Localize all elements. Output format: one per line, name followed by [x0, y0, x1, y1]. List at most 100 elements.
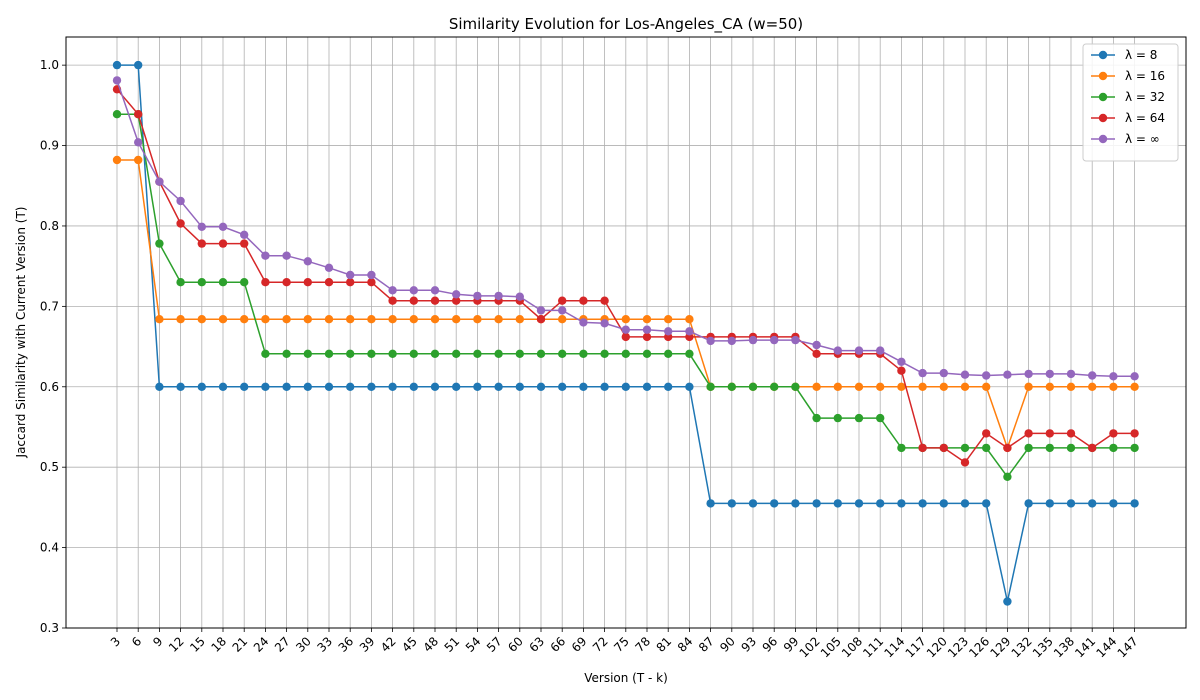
x-tick-label: 84	[675, 634, 696, 655]
data-point	[791, 499, 800, 508]
y-tick-label: 0.5	[40, 460, 59, 474]
data-point	[176, 196, 185, 206]
legend-box	[1082, 43, 1179, 162]
data-point	[1024, 382, 1033, 391]
data-point	[1003, 472, 1012, 481]
data-point	[197, 382, 206, 391]
data-point	[473, 349, 482, 358]
data-point	[1066, 499, 1076, 508]
data-point	[367, 270, 376, 280]
data-point	[918, 443, 927, 453]
x-tick-label: 72	[590, 634, 611, 655]
data-point	[939, 443, 948, 453]
data-point	[642, 325, 652, 334]
data-point	[324, 263, 334, 272]
legend-marker	[1098, 92, 1108, 102]
data-point	[1088, 499, 1097, 508]
x-tick-label: 141	[1072, 634, 1098, 660]
data-point	[430, 382, 440, 391]
data-point	[1109, 382, 1118, 391]
data-point	[685, 349, 694, 358]
data-point	[876, 346, 885, 355]
legend-item: λ = ∞	[1091, 132, 1160, 146]
data-point	[218, 222, 228, 231]
x-tick-label: 18	[208, 634, 229, 655]
data-point	[812, 340, 821, 350]
data-point	[642, 332, 652, 342]
data-point	[324, 382, 334, 391]
data-point	[536, 382, 546, 391]
data-point	[558, 382, 567, 391]
data-point	[197, 315, 206, 324]
data-point	[770, 335, 779, 345]
data-point	[854, 499, 864, 508]
x-tick-label: 12	[166, 634, 187, 655]
data-point	[897, 357, 906, 366]
data-point	[112, 155, 122, 165]
x-tick-label: 57	[484, 634, 505, 655]
data-point	[367, 349, 376, 358]
data-point	[664, 382, 673, 391]
legend-marker	[1098, 71, 1108, 81]
data-point	[515, 382, 524, 391]
data-point	[558, 296, 567, 305]
data-point	[748, 335, 758, 345]
x-tick-label: 114	[881, 634, 907, 660]
data-point	[876, 413, 885, 423]
data-point	[515, 315, 524, 324]
data-point	[621, 325, 630, 334]
data-point	[982, 499, 991, 508]
data-point	[303, 315, 312, 324]
data-point	[452, 349, 461, 358]
data-point	[303, 349, 312, 358]
x-tick-label: 66	[548, 634, 569, 655]
data-point	[579, 349, 588, 358]
data-point	[346, 270, 355, 280]
legend-marker	[1098, 113, 1108, 123]
data-point	[155, 382, 164, 391]
data-point	[685, 382, 694, 391]
data-point	[1066, 429, 1076, 438]
data-point	[791, 335, 800, 345]
data-point	[134, 138, 143, 147]
data-point	[897, 366, 906, 375]
data-point	[706, 336, 715, 346]
data-point	[1066, 382, 1076, 391]
data-point	[430, 349, 440, 358]
data-point	[155, 239, 164, 248]
data-point	[939, 499, 948, 508]
y-tick-label: 0.9	[40, 139, 59, 153]
data-point	[240, 230, 249, 239]
x-tick-label: 69	[569, 634, 590, 655]
data-point	[1109, 499, 1118, 508]
data-point	[536, 315, 546, 324]
data-point	[176, 382, 185, 391]
data-point	[388, 286, 397, 295]
data-point	[240, 239, 249, 248]
data-point	[1045, 443, 1055, 453]
data-point	[494, 382, 503, 391]
data-point	[346, 382, 355, 391]
data-point	[134, 155, 143, 165]
data-point	[600, 319, 609, 328]
data-point	[727, 382, 736, 391]
data-point	[197, 278, 206, 287]
legend-item: λ = 8	[1091, 48, 1157, 62]
data-point	[346, 278, 355, 287]
data-point	[1003, 597, 1012, 606]
data-point	[1109, 429, 1118, 438]
data-point	[473, 291, 482, 301]
data-point	[685, 315, 694, 324]
x-axis: 3 6 9 12 15 18 21 24 27 30 33 36 39 42 45 48 51 54 57 60 63 6…	[108, 628, 1141, 660]
data-point	[388, 382, 397, 391]
data-point	[218, 315, 228, 324]
x-tick-label: 63	[526, 634, 547, 655]
data-point	[452, 315, 461, 324]
data-point	[1088, 382, 1097, 391]
data-point	[261, 251, 270, 260]
data-point	[1024, 369, 1033, 379]
data-point	[240, 278, 249, 287]
data-point	[600, 382, 609, 391]
data-point	[642, 315, 652, 324]
x-tick-label: 138	[1051, 634, 1077, 660]
